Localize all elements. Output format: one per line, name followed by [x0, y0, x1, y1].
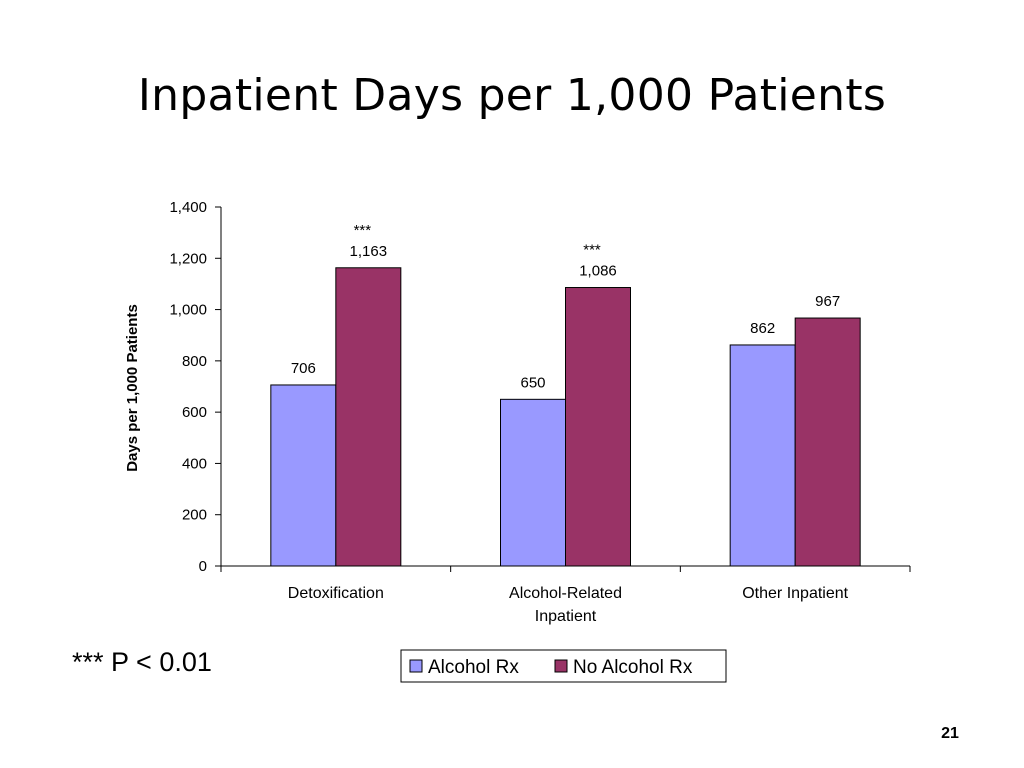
data-label: 862: [750, 320, 775, 337]
data-label: 706: [291, 360, 316, 377]
y-tick-label: 1,000: [169, 302, 207, 319]
bar-alcohol-rx: [729, 344, 796, 567]
x-category-label: Detoxification: [288, 585, 384, 602]
y-tick-label: 1,200: [169, 250, 207, 267]
bar-no-alcohol-rx: [565, 287, 631, 567]
x-category-label: Other Inpatient: [742, 585, 848, 602]
legend-swatch-no-alcohol-rx: [554, 659, 568, 673]
x-category-label: Inpatient: [535, 608, 597, 625]
legend-label: Alcohol Rx: [428, 657, 519, 678]
legend-swatch-alcohol-rx: [409, 659, 423, 673]
significance-marker: ***: [354, 222, 372, 239]
significance-footnote: *** P < 0.01: [72, 647, 212, 677]
bar-alcohol-rx: [270, 384, 337, 567]
data-label: 1,086: [579, 263, 617, 280]
y-tick-label: 800: [182, 353, 207, 370]
y-tick-label: 0: [199, 558, 207, 575]
slide-title: Inpatient Days per 1,000 Patients: [137, 70, 887, 121]
bar-no-alcohol-rx: [335, 267, 402, 567]
data-label: 967: [815, 293, 840, 310]
legend-label: No Alcohol Rx: [573, 657, 693, 678]
y-tick-label: 400: [182, 455, 207, 472]
y-axis-label: Days per 1,000 Patients: [124, 304, 141, 472]
page-number: 21: [941, 725, 959, 742]
data-label: 650: [520, 374, 545, 391]
bar-no-alcohol-rx: [794, 317, 861, 567]
data-label: 1,163: [350, 243, 388, 260]
x-category-label: Alcohol-Related: [509, 585, 622, 602]
y-tick-label: 600: [182, 404, 207, 421]
y-tick-label: 1,400: [169, 199, 207, 216]
bar-alcohol-rx: [500, 398, 566, 567]
significance-marker: ***: [583, 242, 601, 259]
y-tick-label: 200: [182, 507, 207, 524]
